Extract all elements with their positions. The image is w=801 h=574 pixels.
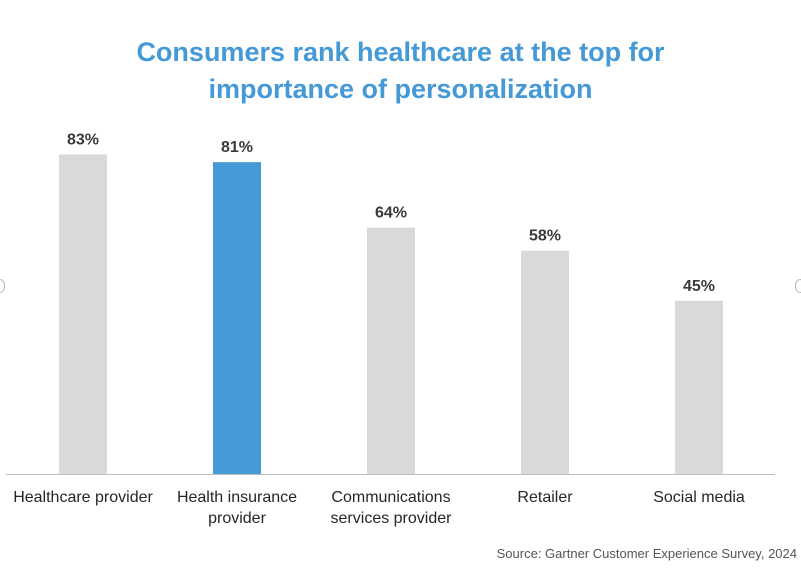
data-label-1: 83% xyxy=(67,131,99,148)
chart-title-line-1: Consumers rank healthcare at the top for xyxy=(136,37,665,67)
right-edge-handle xyxy=(795,279,801,293)
category-label-3-line-2: services provider xyxy=(331,510,453,527)
source-note: Source: Gartner Customer Experience Surv… xyxy=(496,546,797,561)
category-label-5: Social media xyxy=(653,489,745,506)
bar-2 xyxy=(213,162,261,474)
chart-title-line-2: importance of personalization xyxy=(208,74,593,104)
category-label-2-line-1: Health insurance xyxy=(177,489,297,506)
category-label-2-line-2: provider xyxy=(208,510,266,527)
category-label-4: Retailer xyxy=(517,489,573,506)
bar-5 xyxy=(675,300,723,474)
data-label-4: 58% xyxy=(529,228,561,245)
chart-title: Consumers rank healthcare at the top for… xyxy=(0,34,801,108)
bar-4 xyxy=(521,250,569,474)
category-label-3-line-1: Communications xyxy=(331,489,450,506)
data-label-2: 81% xyxy=(221,139,253,156)
data-label-3: 64% xyxy=(375,205,407,222)
bar-3 xyxy=(367,227,415,474)
category-label-1: Healthcare provider xyxy=(13,489,153,506)
data-label-5: 45% xyxy=(683,278,715,295)
bar-1 xyxy=(59,154,107,474)
